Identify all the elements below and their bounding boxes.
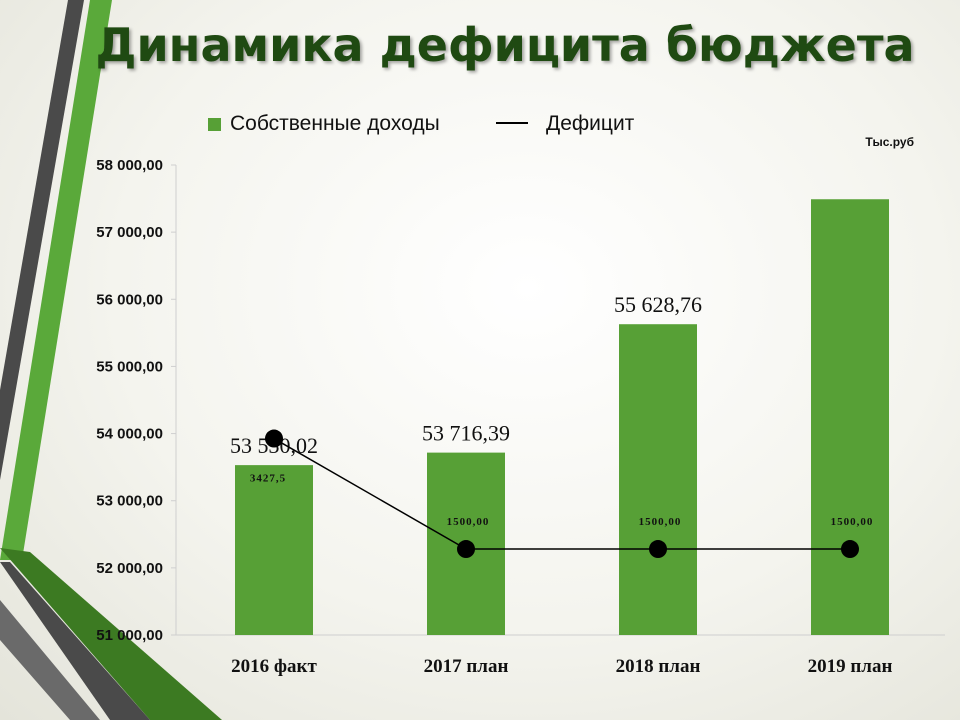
deficit-line xyxy=(273,437,850,550)
deficit-point xyxy=(265,429,283,448)
slide-title: Динамика дефицита бюджета xyxy=(95,18,915,72)
deficit-value-label: 3427,5 xyxy=(250,473,286,485)
deficit-point xyxy=(649,540,667,559)
x-tick-label: 2016 факт xyxy=(231,656,317,677)
bar-value-label: 53 716,39 xyxy=(422,421,510,446)
deficit-value-label: 1500,00 xyxy=(447,516,490,528)
y-tick-label: 58 000,00 xyxy=(96,157,163,174)
bar-value-label: 55 628,76 xyxy=(614,292,702,317)
dark-stripe-top xyxy=(0,0,84,480)
y-tick-label: 57 000,00 xyxy=(96,224,163,241)
green-stripe-top xyxy=(0,0,112,560)
deficit-value-label: 1500,00 xyxy=(639,516,682,528)
legend-swatch-bars xyxy=(208,118,221,131)
bar xyxy=(811,199,889,635)
y-tick-label: 53 000,00 xyxy=(96,493,163,510)
legend-swatch-line xyxy=(496,122,528,124)
grey-stripe-bottom xyxy=(0,600,100,720)
x-tick-label: 2017 план xyxy=(424,656,509,677)
deficit-point xyxy=(457,540,475,559)
y-tick-label: 54 000,00 xyxy=(96,426,163,443)
green-stripe-bottom xyxy=(0,548,222,720)
x-tick-label: 2018 план xyxy=(616,656,701,677)
legend-label-line: Дефицит xyxy=(546,112,635,135)
deficit-point xyxy=(841,540,859,559)
y-tick-label: 55 000,00 xyxy=(96,358,163,375)
dark-stripe-bottom xyxy=(0,562,150,720)
legend-label-bars: Собственные доходы xyxy=(230,112,440,135)
deficit-value-label: 1500,00 xyxy=(831,516,874,528)
bar xyxy=(619,324,697,635)
y-tick-label: 51 000,00 xyxy=(96,627,163,644)
unit-label: Тыс.руб xyxy=(865,135,914,149)
y-tick-label: 56 000,00 xyxy=(96,291,163,308)
bar xyxy=(235,465,313,635)
y-tick-label: 52 000,00 xyxy=(96,560,163,577)
x-tick-label: 2019 план xyxy=(808,656,893,677)
